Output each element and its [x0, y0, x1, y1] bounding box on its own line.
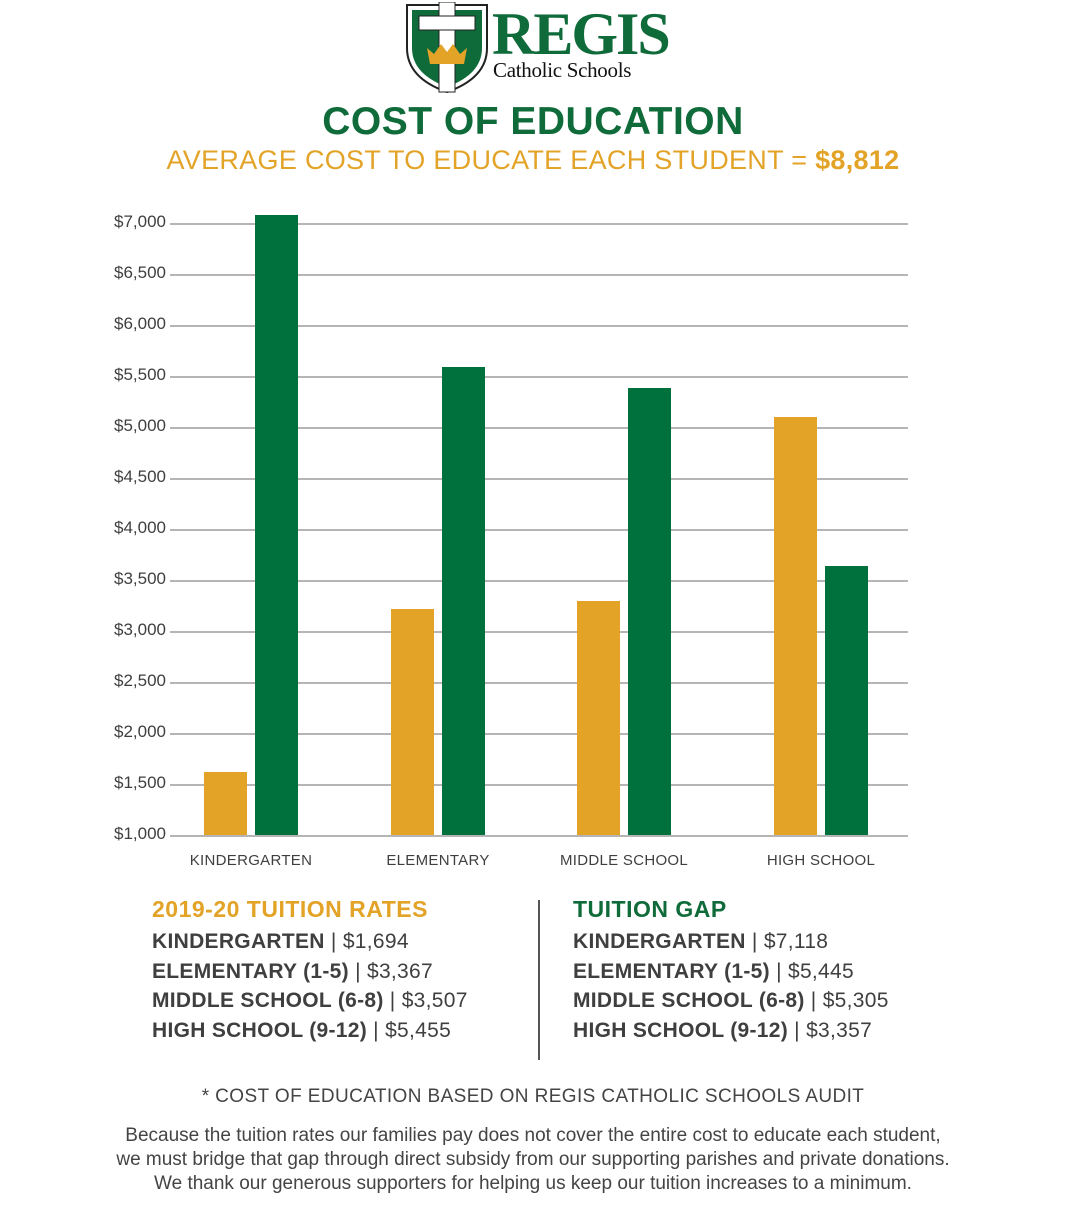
gap-bar-kindergarten — [255, 214, 298, 835]
gridline — [170, 529, 908, 531]
list-item: MIDDLE SCHOOL (6-8) | $3,507 — [152, 986, 468, 1016]
tuition-bar-high-school — [774, 416, 817, 835]
list-item: KINDERGARTEN | $1,694 — [152, 927, 468, 957]
paragraph-line: Because the tuition rates our families p… — [125, 1125, 941, 1146]
row-value: $1,694 — [342, 930, 409, 953]
subtitle-prefix: AVERAGE COST TO EDUCATE EACH STUDENT = — [166, 145, 816, 175]
y-tick-label: $2,500 — [114, 671, 166, 690]
row-separator: | — [788, 1018, 807, 1042]
bar-chart: $1,000 $1,500 $2,000 $2,500 $3,000 $3,500 $4,0… — [0, 195, 1066, 885]
gridline — [170, 427, 908, 429]
gridline — [170, 733, 908, 735]
row-separator: | — [804, 989, 823, 1012]
row-value: $7,118 — [763, 930, 829, 953]
y-tick-label: $7,000 — [114, 212, 166, 231]
row-separator: | — [383, 989, 402, 1012]
tuition-gap-section: TUITION GAP KINDERGARTEN | $7,118 ELEMENT… — [573, 896, 889, 1045]
row-separator: | — [324, 930, 343, 953]
explanation-paragraph: Because the tuition rates our families p… — [0, 1124, 1066, 1196]
row-label: KINDERGARTEN — [573, 930, 746, 953]
row-value: $5,305 — [822, 989, 889, 1012]
row-value: $5,445 — [787, 959, 854, 983]
paragraph-line: we must bridge that gap through direct s… — [116, 1149, 950, 1170]
row-value: $5,455 — [385, 1018, 452, 1042]
row-label: ELEMENTARY (1-5) — [573, 959, 770, 983]
section-divider — [538, 900, 540, 1060]
y-tick-label: $5,500 — [114, 365, 166, 384]
row-value: $3,357 — [806, 1018, 873, 1042]
y-tick-label: $4,500 — [114, 467, 166, 486]
tuition-rates-heading: 2019-20 TUITION RATES — [152, 896, 428, 922]
row-separator: | — [769, 959, 788, 983]
tuition-bar-kindergarten — [204, 771, 247, 835]
list-item: HIGH SCHOOL (9-12) | $3,357 — [573, 1016, 889, 1046]
tuition-rates-list: KINDERGARTEN | $1,694 ELEMENTARY (1-5) | … — [152, 927, 468, 1045]
y-tick-label: $6,500 — [114, 263, 166, 282]
list-item: MIDDLE SCHOOL (6-8) | $5,305 — [573, 986, 889, 1016]
tuition-gap-heading: TUITION GAP — [573, 896, 727, 922]
gridline — [170, 682, 908, 684]
row-separator: | — [348, 959, 367, 983]
x-axis-label: KINDERGARTEN — [189, 852, 313, 869]
gap-bar-middle-school — [628, 388, 671, 835]
footnote: * COST OF EDUCATION BASED ON REGIS CATHO… — [201, 1086, 865, 1107]
tuition-bar-middle-school — [577, 601, 620, 835]
gridline — [170, 478, 908, 480]
gridline — [170, 631, 908, 633]
list-item: KINDERGARTEN | $7,118 — [573, 927, 889, 957]
y-tick-label: $3,000 — [114, 620, 166, 639]
row-label: HIGH SCHOOL (9-12) — [573, 1018, 789, 1042]
tuition-gap-list: KINDERGARTEN | $7,118 ELEMENTARY (1-5) | … — [573, 927, 889, 1045]
gridline — [170, 835, 908, 837]
y-tick-label: $3,500 — [114, 569, 166, 588]
logo-subtitle: Catholic Schools — [493, 58, 632, 82]
row-label: KINDERGARTEN — [152, 930, 325, 953]
x-axis-label: HIGH SCHOOL — [766, 852, 876, 869]
page-title: COST OF EDUCATION — [322, 100, 744, 143]
list-item: HIGH SCHOOL (9-12) | $5,455 — [152, 1016, 468, 1046]
y-tick-label: $4,000 — [114, 518, 166, 537]
row-value: $3,507 — [401, 989, 468, 1012]
x-axis-label: MIDDLE SCHOOL — [559, 852, 689, 869]
row-separator: | — [367, 1018, 386, 1042]
y-tick-label: $6,000 — [114, 314, 166, 333]
row-label: HIGH SCHOOL (9-12) — [152, 1018, 368, 1042]
row-label: MIDDLE SCHOOL (6-8) — [573, 989, 805, 1012]
page-subtitle: AVERAGE COST TO EDUCATE EACH STUDENT = $… — [0, 145, 1066, 176]
logo-wordmark: REGIS — [492, 1, 671, 67]
x-axis-label: ELEMENTARY — [386, 852, 490, 869]
y-tick-label: $2,000 — [114, 722, 166, 741]
gridline — [170, 325, 908, 327]
gridline — [170, 376, 908, 378]
gap-bar-high-school — [825, 565, 868, 835]
tuition-rates-section: 2019-20 TUITION RATES KINDERGARTEN | $1,… — [152, 896, 468, 1045]
row-separator: | — [745, 930, 764, 953]
gridline — [170, 223, 908, 225]
y-tick-label: $1,500 — [114, 773, 166, 792]
list-item: ELEMENTARY (1-5) | $5,445 — [573, 957, 889, 987]
paragraph-line: We thank our generous supporters for hel… — [154, 1173, 912, 1194]
y-tick-label: $5,000 — [114, 416, 166, 435]
row-label: MIDDLE SCHOOL (6-8) — [152, 989, 384, 1012]
gridline — [170, 274, 908, 276]
tuition-bar-elementary — [391, 608, 434, 835]
list-item: ELEMENTARY (1-5) | $3,367 — [152, 957, 468, 987]
row-value: $3,367 — [366, 959, 433, 983]
shield-cross-crown-icon — [406, 2, 488, 94]
row-label: ELEMENTARY (1-5) — [152, 959, 349, 983]
regis-logo: REGIS Catholic Schools — [404, 2, 671, 94]
average-cost-value: $8,812 — [815, 145, 900, 175]
gap-bar-elementary — [442, 366, 485, 835]
gridline — [170, 580, 908, 582]
y-tick-label: $1,000 — [114, 824, 166, 843]
gridline — [170, 784, 908, 786]
